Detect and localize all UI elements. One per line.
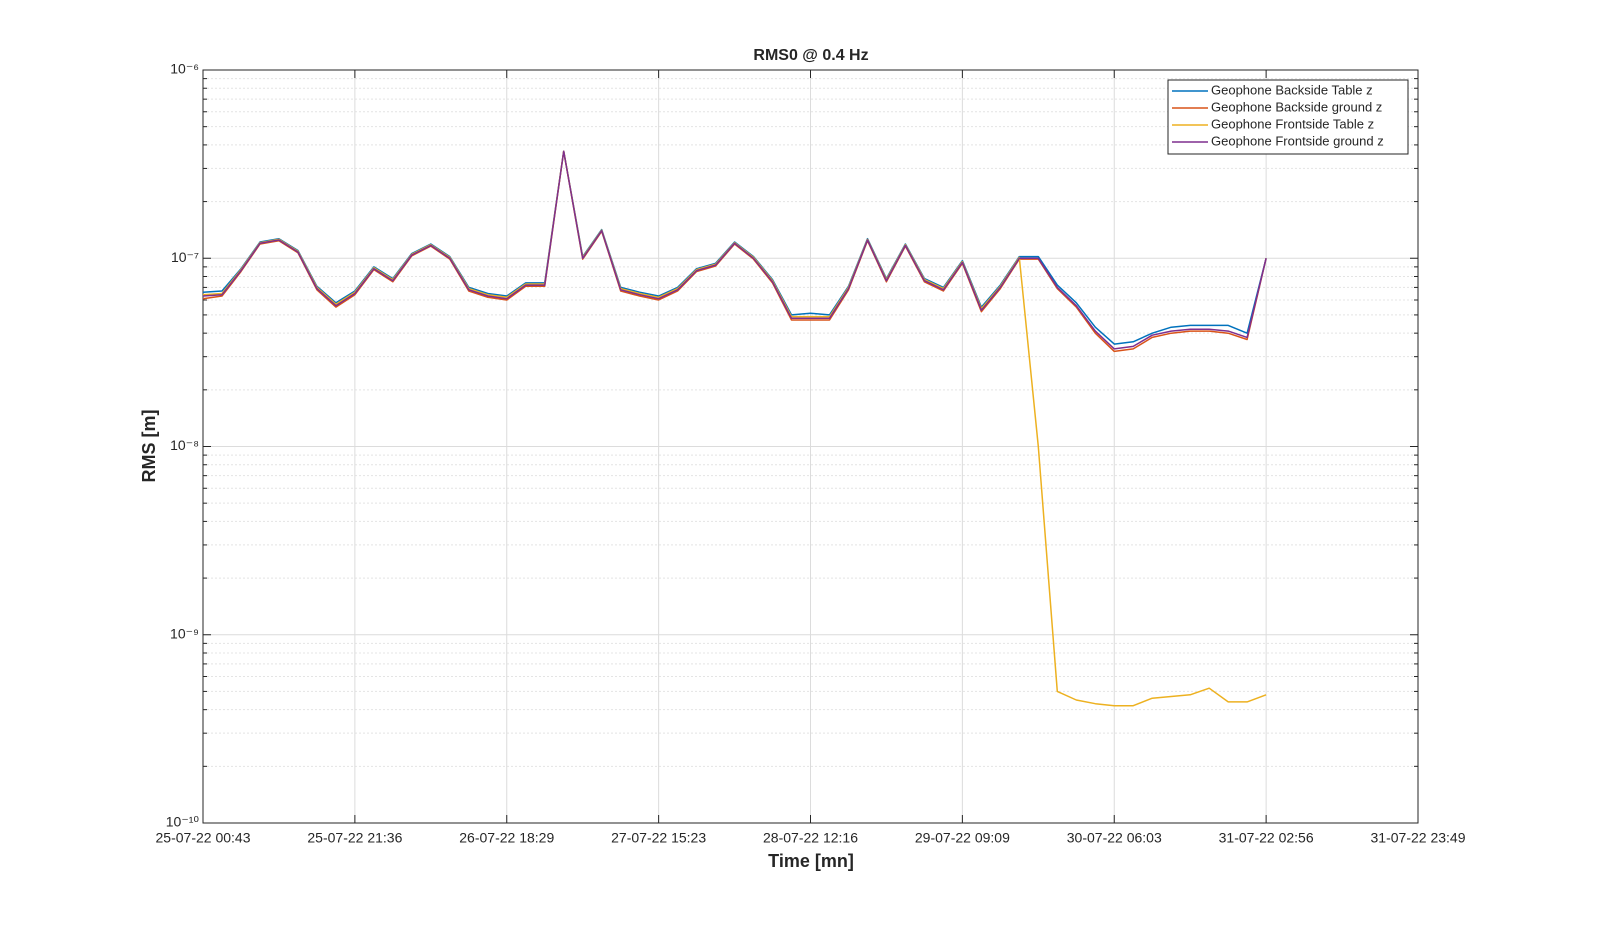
x-tick-label: 28-07-22 12:16 [763,830,858,846]
chart-title: RMS0 @ 0.4 Hz [753,47,868,64]
legend-label: Geophone Frontside Table z [1211,116,1374,131]
y-tick-label: 10⁻⁸ [170,437,199,453]
x-axis-label: Time [mn] [768,851,854,871]
y-tick-label: 10⁻¹⁰ [166,814,200,830]
x-tick-label: 31-07-22 02:56 [1219,830,1314,846]
series-line [202,150,1267,353]
x-tick-label: 31-07-22 23:49 [1371,830,1466,846]
series-line [202,150,1267,345]
y-tick-label: 10⁻⁹ [170,625,199,641]
legend-label: Geophone Backside Table z [1211,82,1373,97]
x-tick-label: 25-07-22 00:43 [156,830,251,846]
y-tick-label: 10⁻⁷ [171,249,199,265]
x-tick-label: 26-07-22 18:29 [459,830,554,846]
y-tick-label: 10⁻⁶ [170,61,199,77]
legend-label: Geophone Backside ground z [1211,99,1382,114]
x-tick-label: 29-07-22 09:09 [915,830,1010,846]
x-tick-label: 25-07-22 21:36 [307,830,402,846]
series-line [202,150,1267,707]
series-line [202,150,1267,350]
y-axis-label: RMS [m] [139,410,159,483]
legend-label: Geophone Frontside ground z [1211,133,1384,148]
plot-frame [202,69,1419,824]
x-tick-label: 27-07-22 15:23 [611,830,706,846]
x-tick-label: 30-07-22 06:03 [1067,830,1162,846]
